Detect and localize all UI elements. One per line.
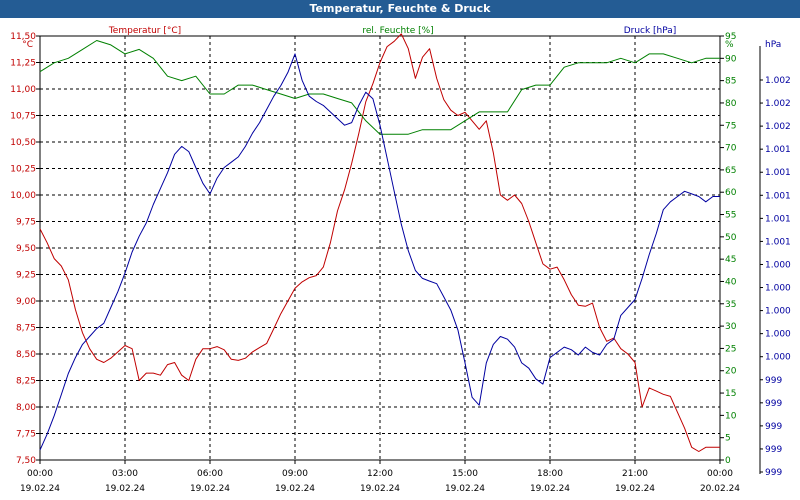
pressure-tick-label: 1.000 — [765, 353, 791, 363]
temperature-tick-label: 7,75 — [16, 430, 36, 440]
temperature-tick-label: 9,75 — [16, 218, 36, 228]
temperature-tick-label: 8,00 — [16, 403, 36, 413]
pressure-tick-label: 999 — [765, 376, 782, 386]
pressure-tick-label: 1.002 — [765, 76, 791, 86]
pressure-tick-label: 1.000 — [765, 284, 791, 294]
x-tick-date: 19.02.24 — [20, 484, 60, 494]
humidity-tick-label: 30 — [725, 322, 737, 332]
humidity-tick-label: 35 — [725, 300, 736, 310]
temperature-tick-label: 9,50 — [16, 244, 36, 254]
temperature-tick-label: 8,50 — [16, 350, 36, 360]
pressure-tick-label: 1.000 — [765, 260, 791, 270]
x-tick-time: 15:00 — [452, 469, 478, 479]
series-lines — [39, 33, 720, 452]
humidity-tick-label: 5 — [725, 434, 731, 444]
pressure-tick-label: 999 — [765, 468, 782, 478]
pressure-tick-label: 999 — [765, 399, 782, 409]
chart-area: 7,50 7,75 8,00 8,25 8,50 8,75 9,00 9,25 9,50 9,75… — [10, 26, 791, 494]
pressure-tick-label: 1.001 — [765, 145, 791, 155]
humidity-tick-label: 45 — [725, 255, 736, 265]
humidity-tick-label: 40 — [725, 277, 737, 287]
humidity-tick-label: 10 — [725, 411, 737, 421]
humidity-tick-label: 20 — [725, 367, 737, 377]
x-tick-date: 19.02.24 — [275, 484, 315, 494]
temperature-tick-label: 9,25 — [16, 271, 36, 281]
temperature-tick-label: 9,00 — [16, 297, 36, 307]
humidity-tick-label: 70 — [725, 144, 737, 154]
x-tick-date: 20.02.24 — [700, 484, 740, 494]
humidity-tick-label: 60 — [725, 188, 737, 198]
x-tick-time: 06:00 — [197, 469, 223, 479]
temperature-tick-label: 10,00 — [10, 191, 36, 201]
humidity-tick-label: 85 — [725, 77, 736, 87]
humidity-tick-label: 25 — [725, 344, 736, 354]
x-tick-date: 19.02.24 — [445, 484, 485, 494]
pressure-tick-label: 1.000 — [765, 330, 791, 340]
humidity-tick-label: 65 — [725, 166, 736, 176]
humidity-tick-label: 75 — [725, 121, 736, 131]
x-tick-date: 19.02.24 — [190, 484, 230, 494]
temperature-tick-label: 10,75 — [10, 112, 36, 122]
temperature-tick-label: 11,25 — [10, 59, 36, 69]
x-tick-date: 19.02.24 — [530, 484, 570, 494]
pressure-tick-label: 1.001 — [765, 191, 791, 201]
pressure-tick-label: 1.002 — [765, 99, 791, 109]
tick-marks — [36, 35, 724, 464]
humidity-axis: 0 5 10 15 20 25 30 35 40 45 50 55 60 65 70 75 80 85 90 95 — [725, 32, 737, 466]
window-title: Temperatur, Feuchte & Druck — [0, 0, 800, 18]
temperature-tick-label: 8,75 — [16, 324, 36, 334]
pressure-tick-label: 999 — [765, 445, 782, 455]
series-line-temperature — [39, 33, 720, 452]
humidity-tick-label: 80 — [725, 99, 737, 109]
x-tick-time: 18:00 — [537, 469, 563, 479]
temperature-tick-label: 10,50 — [10, 138, 36, 148]
grid-lines — [40, 36, 720, 460]
x-tick-date: 19.02.24 — [105, 484, 145, 494]
legend-pressure: Druck [hPa] — [624, 26, 677, 36]
humidity-tick-label: 90 — [725, 54, 737, 64]
legend-humidity: rel. Feuchte [%] — [362, 26, 433, 36]
humidity-unit-label: % — [725, 40, 734, 50]
temperature-tick-label: 8,25 — [16, 377, 36, 387]
legend-temperature: Temperatur [°C] — [108, 26, 181, 36]
series-line-humidity — [39, 40, 720, 135]
series-line-pressure — [39, 53, 720, 451]
pressure-axis: 999 999 999 999 999 1.000 1.000 1.000 1.000 1.000… — [759, 46, 791, 478]
pressure-tick-label: 1.000 — [765, 307, 791, 317]
temperature-tick-label: 7,50 — [16, 456, 36, 466]
x-axis: 00:00 19.02.24 03:00 19.02.24 06:00 19.02.24 0… — [20, 469, 740, 494]
x-tick-time: 03:00 — [112, 469, 138, 479]
pressure-tick-label: 1.001 — [765, 214, 791, 224]
humidity-tick-label: 0 — [725, 456, 731, 466]
pressure-tick-label: 999 — [765, 422, 782, 432]
temperature-tick-label: 11,50 — [10, 32, 36, 42]
humidity-tick-label: 55 — [725, 211, 736, 221]
pressure-tick-label: 1.001 — [765, 168, 791, 178]
pressure-tick-label: 1.002 — [765, 122, 791, 132]
temperature-axis: 7,50 7,75 8,00 8,25 8,50 8,75 9,00 9,25 9,50 9,75… — [10, 32, 36, 466]
temperature-tick-label: 11,00 — [10, 85, 36, 95]
x-tick-time: 21:00 — [622, 469, 648, 479]
temperature-tick-label: 10,25 — [10, 165, 36, 175]
x-tick-time: 00:00 — [27, 469, 53, 479]
x-tick-date: 19.02.24 — [615, 484, 655, 494]
humidity-tick-label: 95 — [725, 32, 736, 42]
x-tick-time: 12:00 — [367, 469, 393, 479]
x-tick-time: 00:00 — [707, 469, 733, 479]
humidity-tick-label: 50 — [725, 233, 737, 243]
x-tick-time: 09:00 — [282, 469, 308, 479]
humidity-tick-label: 15 — [725, 389, 736, 399]
pressure-tick-label: 1.001 — [765, 237, 791, 247]
temperature-unit-label: °C — [22, 40, 33, 50]
pressure-unit-label: hPa — [765, 40, 781, 50]
x-tick-date: 19.02.24 — [360, 484, 400, 494]
